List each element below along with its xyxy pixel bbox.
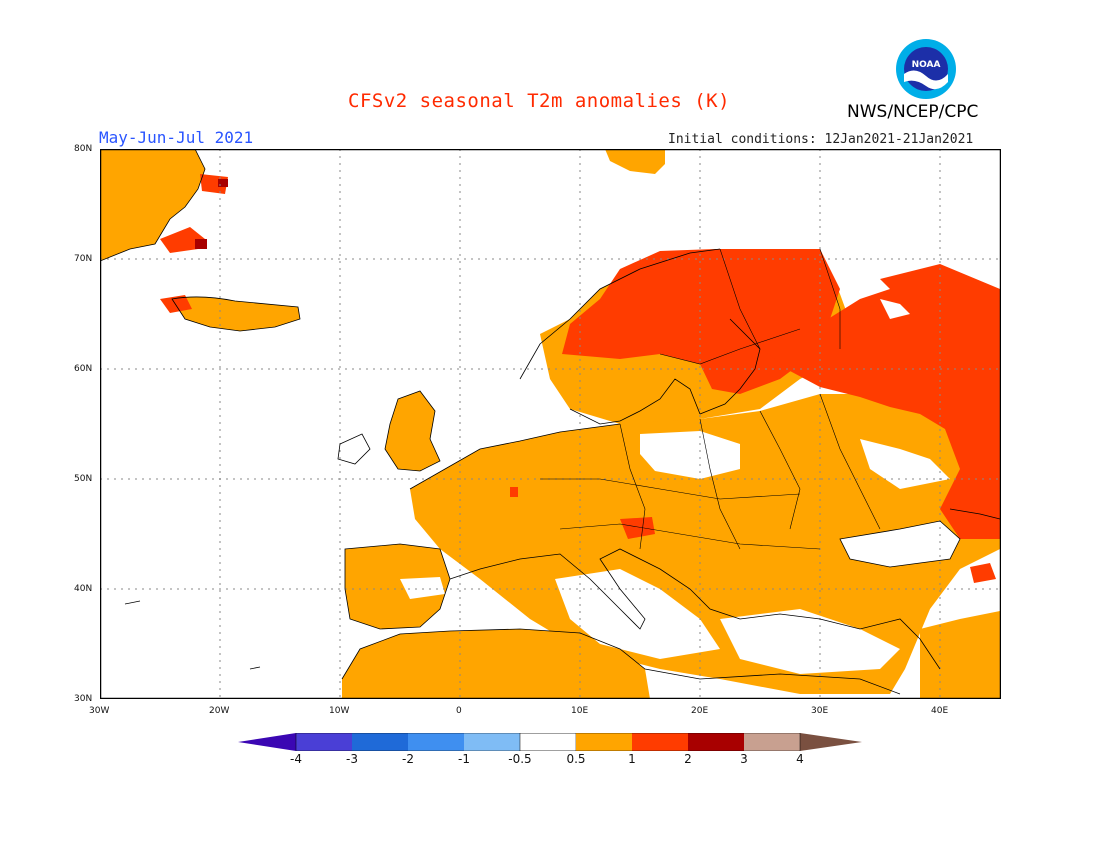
colorbar-label-05: 0.5 bbox=[566, 752, 586, 766]
lat-label-60n: 60N bbox=[74, 364, 93, 374]
colorbar-swatch-7 bbox=[632, 733, 688, 751]
anomaly-map bbox=[100, 149, 1001, 699]
lat-label-80n: 80N bbox=[74, 144, 93, 154]
colorbar-label-4: 4 bbox=[796, 752, 804, 766]
colorbar-label-2: 2 bbox=[684, 752, 692, 766]
colorbar-swatch-1 bbox=[296, 733, 352, 751]
colorbar-max-arrow bbox=[800, 733, 862, 751]
colorbar-swatch-8 bbox=[688, 733, 744, 751]
country-borders bbox=[540, 248, 881, 550]
forecast-period: May-Jun-Jul 2021 bbox=[99, 128, 254, 147]
colorbar-min-arrow bbox=[238, 733, 296, 751]
colorbar-label-neg2: -2 bbox=[402, 752, 414, 766]
lon-label-0: 0 bbox=[456, 706, 462, 716]
lon-label-10e: 10E bbox=[571, 706, 589, 716]
colorbar-label-1: 1 bbox=[628, 752, 636, 766]
initial-conditions: Initial conditions: 12Jan2021-21Jan2021 bbox=[668, 132, 974, 147]
lon-label-20e: 20E bbox=[691, 706, 709, 716]
colorbar-swatch-9 bbox=[744, 733, 800, 751]
lat-label-70n: 70N bbox=[74, 254, 93, 264]
graticule bbox=[100, 149, 1001, 699]
colorbar-swatch-3 bbox=[408, 733, 464, 751]
lat-label-40n: 40N bbox=[74, 584, 93, 594]
lon-label-30w: 30W bbox=[89, 706, 110, 716]
colorbar-label-neg05: -0.5 bbox=[508, 752, 532, 766]
coastlines bbox=[100, 149, 1001, 695]
anomaly-darkred-spots bbox=[195, 179, 228, 249]
colorbar-swatch-5 bbox=[519, 733, 577, 751]
colorbar-label-neg3: -3 bbox=[346, 752, 358, 766]
colorbar-swatch-2 bbox=[352, 733, 408, 751]
map-frame bbox=[100, 149, 1001, 699]
logo-text: NOAA bbox=[912, 60, 941, 70]
lon-label-40e: 40E bbox=[931, 706, 949, 716]
noaa-logo-icon: NOAA bbox=[896, 39, 956, 99]
lat-label-50n: 50N bbox=[74, 474, 93, 484]
lon-label-10w: 10W bbox=[329, 706, 350, 716]
colorbar bbox=[238, 733, 862, 751]
lat-label-30n: 30N bbox=[74, 694, 93, 704]
lon-label-30e: 30E bbox=[811, 706, 829, 716]
colorbar-swatch-4 bbox=[464, 733, 520, 751]
organization-label: NWS/NCEP/CPC bbox=[847, 102, 979, 122]
lon-label-20w: 20W bbox=[209, 706, 230, 716]
colorbar-label-neg4: -4 bbox=[290, 752, 302, 766]
colorbar-swatch-6 bbox=[576, 733, 632, 751]
colorbar-label-neg1: -1 bbox=[458, 752, 470, 766]
anomaly-white-holes bbox=[400, 299, 960, 674]
colorbar-label-3: 3 bbox=[740, 752, 748, 766]
map-title: CFSv2 seasonal T2m anomalies (K) bbox=[348, 90, 731, 112]
